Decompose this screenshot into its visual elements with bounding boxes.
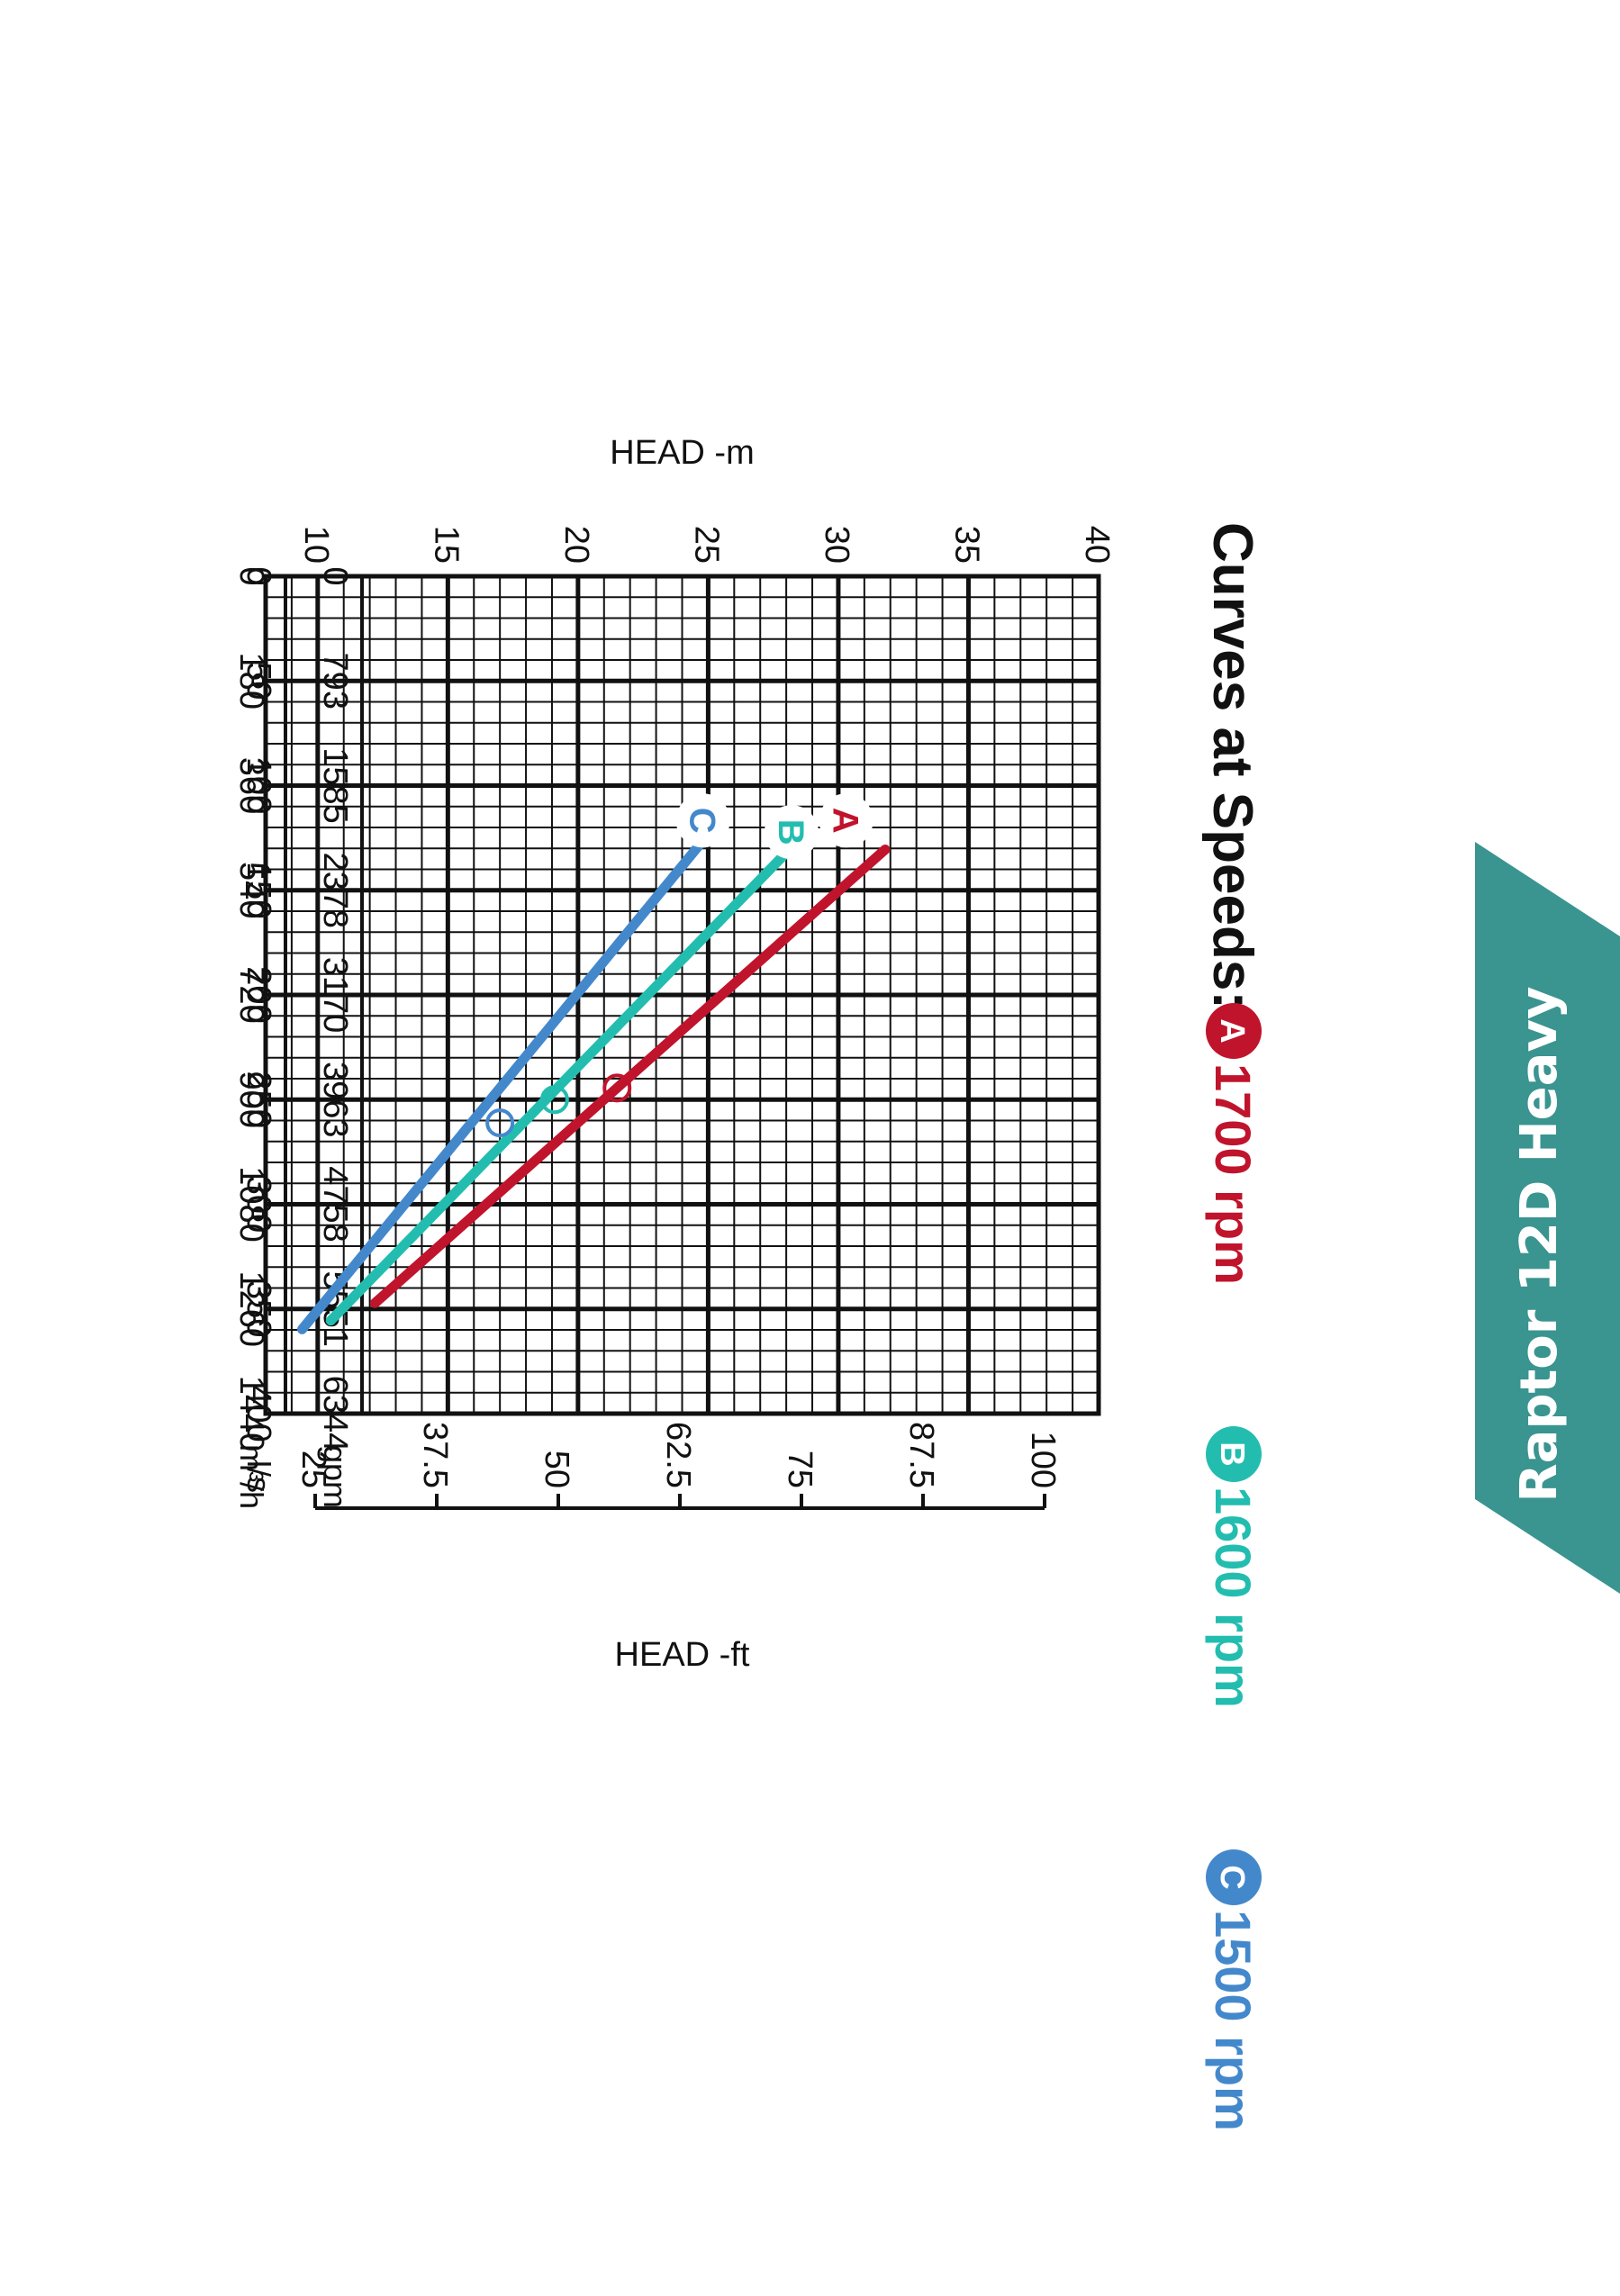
y-ft-tick-label: 37.5 (416, 1422, 454, 1488)
legend-label-c: 1500 rpm (1205, 1910, 1262, 2131)
legend-badge-letter-c: C (1213, 1865, 1251, 1889)
legend-badge-b (1206, 1426, 1262, 1482)
x-tick-label: 3963 (316, 1062, 354, 1138)
x-tick-label: 0 (240, 566, 277, 585)
x-tick-label: 250 (240, 1071, 277, 1128)
x-axis-unit: gpm (317, 1445, 354, 1508)
y-tick-label: 10 (297, 526, 335, 564)
legend-badge-letter-a: A (1213, 1018, 1251, 1043)
curve-badge-bg-a (819, 793, 873, 848)
x-tick-label: 1585 (316, 747, 354, 824)
y-ft-tick-label: 87.5 (902, 1422, 940, 1488)
curve-badge-c: C (683, 808, 722, 834)
x-tick-label: 900 (232, 1071, 270, 1128)
y-ft-tick-label: 25 (294, 1451, 332, 1488)
x-tick-label: 4758 (316, 1166, 354, 1243)
x-tick-label: 0 (316, 566, 354, 585)
x-tick-label: 0 (232, 566, 270, 585)
curve-badge-bg-c (675, 793, 730, 848)
x-tick-label: 6344 (316, 1376, 354, 1452)
bep-marker-a (602, 1073, 632, 1103)
x-tick-label: 200 (240, 966, 277, 1023)
plot-frame (263, 574, 1101, 1416)
series-line-a (369, 845, 891, 1308)
y-ft-tick-label: 75 (781, 1451, 819, 1488)
legend-label-b: 1600 rpm (1205, 1487, 1262, 1708)
x-tick-label: 50 (240, 662, 277, 700)
x-tick-label: 100 (240, 757, 277, 814)
y-ft-tick-label: 62.5 (659, 1422, 697, 1488)
x-tick-label: 400 (240, 1385, 277, 1442)
curve-badge-b: B (771, 819, 810, 845)
bep-marker-c (485, 1108, 515, 1138)
x-tick-label: 720 (232, 966, 270, 1023)
legend-label-a: 1700 rpm (1205, 1063, 1262, 1285)
x-axis-unit: l/s (240, 1460, 277, 1493)
x-tick-label: 300 (240, 1176, 277, 1233)
legend-badge-c (1206, 1849, 1262, 1905)
side-tab-label: Raptor 12D Heavy (1510, 987, 1569, 1503)
x-tick-label: 1260 (232, 1270, 270, 1347)
x-tick-label: 1440 (232, 1376, 270, 1452)
y-ft-tick-label: 50 (538, 1451, 575, 1488)
x-tick-label: 3170 (316, 957, 354, 1034)
x-tick-label: 793 (316, 653, 354, 710)
x-tick-label: 2378 (316, 852, 354, 928)
x-axis-unit: m³/h (233, 1444, 270, 1509)
legend-badge-a (1206, 1003, 1262, 1059)
x-tick-label: 350 (240, 1280, 277, 1337)
y-axis-label-m: HEAD -m (610, 434, 754, 472)
x-tick-label: 360 (232, 757, 270, 814)
y-tick-label: 30 (818, 526, 855, 564)
x-tick-label: 150 (240, 862, 277, 918)
chart-title: Curves at Speeds: (1201, 522, 1263, 1009)
y-tick-label: 35 (947, 526, 985, 564)
x-tick-label: 180 (232, 653, 270, 710)
curve-badge-a: A (826, 808, 865, 834)
y-tick-label: 20 (557, 526, 595, 564)
curve-badge-bg-b (764, 805, 819, 860)
legend-badge-letter-b: B (1213, 1442, 1251, 1466)
side-tab-shape (1475, 842, 1620, 1594)
y-tick-label: 15 (427, 526, 465, 564)
series-line-c (296, 838, 706, 1334)
bep-marker-b (539, 1085, 569, 1115)
x-tick-label: 540 (232, 862, 270, 918)
y-tick-label: 40 (1078, 526, 1116, 564)
x-tick-label: 1080 (232, 1166, 270, 1243)
y-ft-tick-label: 100 (1024, 1432, 1062, 1488)
y-axis-label-ft: HEAD -ft (615, 1636, 750, 1674)
y-tick-label: 25 (687, 526, 725, 564)
